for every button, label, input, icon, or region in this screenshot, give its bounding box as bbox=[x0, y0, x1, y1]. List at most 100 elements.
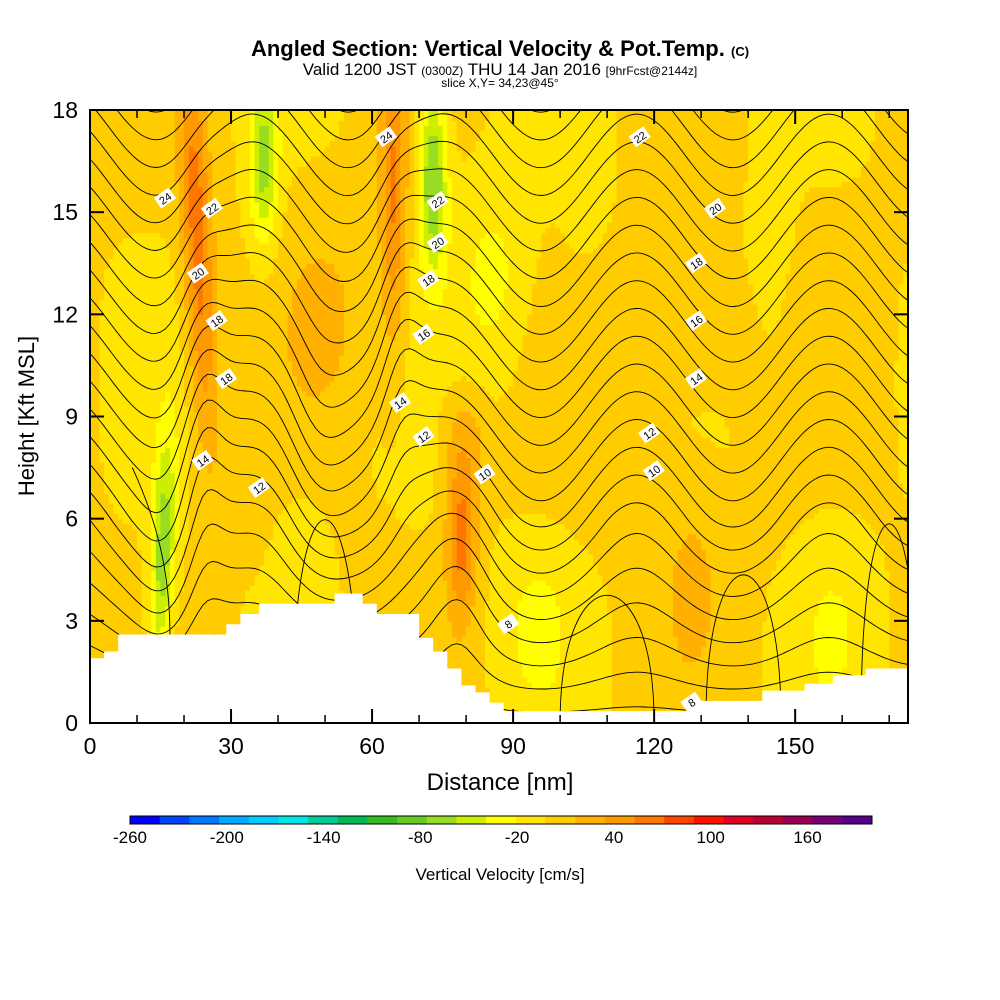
velocity-cell bbox=[202, 115, 209, 121]
velocity-cell bbox=[245, 293, 251, 300]
velocity-cell bbox=[94, 636, 100, 642]
velocity-cell bbox=[179, 569, 185, 576]
velocity-cell bbox=[122, 314, 129, 321]
velocity-cell bbox=[188, 595, 195, 601]
velocity-cell bbox=[212, 125, 218, 132]
velocity-cell bbox=[188, 625, 195, 632]
velocity-cell bbox=[160, 339, 166, 346]
velocity-cell bbox=[245, 120, 251, 126]
velocity-cell bbox=[207, 585, 213, 591]
velocity-cell bbox=[94, 212, 100, 218]
velocity-cell bbox=[141, 268, 148, 275]
velocity-cell bbox=[184, 615, 190, 622]
velocity-cell bbox=[212, 579, 218, 586]
velocity-cell bbox=[226, 166, 232, 172]
velocity-cell bbox=[231, 217, 237, 223]
velocity-cell bbox=[231, 401, 237, 407]
velocity-cell bbox=[249, 304, 256, 310]
velocity-cell bbox=[137, 212, 143, 218]
velocity-cell bbox=[108, 217, 115, 223]
velocity-cell bbox=[202, 196, 209, 203]
velocity-cell bbox=[165, 421, 171, 428]
velocity-cell bbox=[188, 539, 195, 545]
velocity-cell bbox=[282, 396, 289, 402]
velocity-cell bbox=[165, 201, 171, 208]
velocity-cell bbox=[174, 196, 180, 203]
velocity-cell bbox=[282, 600, 289, 607]
velocity-cell bbox=[174, 442, 180, 448]
velocity-cell bbox=[90, 426, 96, 433]
velocity-cell bbox=[235, 309, 242, 315]
velocity-cell bbox=[151, 416, 157, 423]
velocity-cell bbox=[99, 283, 105, 290]
velocity-cell bbox=[249, 299, 256, 305]
velocity-cell bbox=[216, 365, 223, 372]
velocity-cell bbox=[90, 110, 96, 116]
velocity-cell bbox=[268, 222, 274, 229]
velocity-cell bbox=[245, 329, 251, 336]
velocity-cell bbox=[202, 360, 209, 367]
velocity-cell bbox=[137, 554, 143, 561]
velocity-cell bbox=[240, 574, 246, 581]
velocity-cell bbox=[108, 482, 115, 489]
velocity-cell bbox=[235, 396, 242, 402]
velocity-cell bbox=[137, 411, 143, 418]
velocity-cell bbox=[240, 605, 246, 612]
velocity-cell bbox=[226, 579, 232, 586]
velocity-cell bbox=[137, 605, 143, 612]
velocity-cell bbox=[169, 585, 176, 591]
velocity-cell bbox=[90, 646, 96, 653]
velocity-cell bbox=[263, 304, 270, 310]
velocity-cell bbox=[184, 411, 190, 418]
velocity-cell bbox=[90, 309, 96, 315]
velocity-cell bbox=[137, 533, 143, 540]
velocity-cell bbox=[99, 145, 105, 152]
velocity-cell bbox=[108, 579, 115, 586]
velocity-cell bbox=[141, 263, 148, 269]
velocity-cell bbox=[198, 365, 204, 372]
velocity-cell bbox=[146, 467, 152, 474]
velocity-cell bbox=[137, 518, 143, 525]
velocity-cell bbox=[235, 232, 242, 239]
velocity-cell bbox=[259, 498, 265, 504]
velocity-cell bbox=[151, 390, 157, 397]
velocity-cell bbox=[245, 334, 251, 341]
velocity-cell bbox=[193, 201, 199, 208]
velocity-cell bbox=[226, 130, 232, 137]
velocity-cell bbox=[146, 447, 152, 453]
velocity-cell bbox=[282, 585, 289, 591]
velocity-cell bbox=[202, 334, 209, 341]
velocity-cell bbox=[249, 115, 256, 121]
velocity-cell bbox=[165, 620, 171, 627]
velocity-cell bbox=[165, 227, 171, 234]
velocity-cell bbox=[240, 375, 246, 382]
velocity-cell bbox=[245, 385, 251, 392]
velocity-cell bbox=[263, 579, 270, 586]
velocity-cell bbox=[151, 232, 157, 239]
velocity-cell bbox=[249, 477, 256, 484]
velocity-cell bbox=[216, 120, 223, 126]
velocity-cell bbox=[151, 268, 157, 275]
velocity-cell bbox=[94, 615, 100, 622]
velocity-cell bbox=[207, 590, 213, 596]
velocity-cell bbox=[216, 498, 223, 504]
velocity-cell bbox=[254, 253, 260, 259]
velocity-cell bbox=[184, 232, 190, 239]
velocity-cell bbox=[132, 488, 138, 494]
velocity-cell bbox=[169, 365, 176, 372]
velocity-cell bbox=[108, 314, 115, 321]
velocity-cell bbox=[254, 309, 260, 315]
velocity-cell bbox=[259, 329, 265, 336]
velocity-cell bbox=[108, 171, 115, 178]
velocity-cell bbox=[226, 390, 232, 397]
velocity-cell bbox=[254, 605, 260, 612]
velocity-cell bbox=[249, 319, 256, 326]
velocity-cell bbox=[165, 498, 171, 504]
velocity-cell bbox=[169, 610, 176, 617]
velocity-cell bbox=[127, 115, 133, 121]
velocity-cell bbox=[174, 467, 180, 474]
velocity-cell bbox=[221, 559, 227, 566]
velocity-cell bbox=[263, 212, 270, 218]
velocity-cell bbox=[141, 549, 148, 556]
velocity-cell bbox=[240, 539, 246, 545]
